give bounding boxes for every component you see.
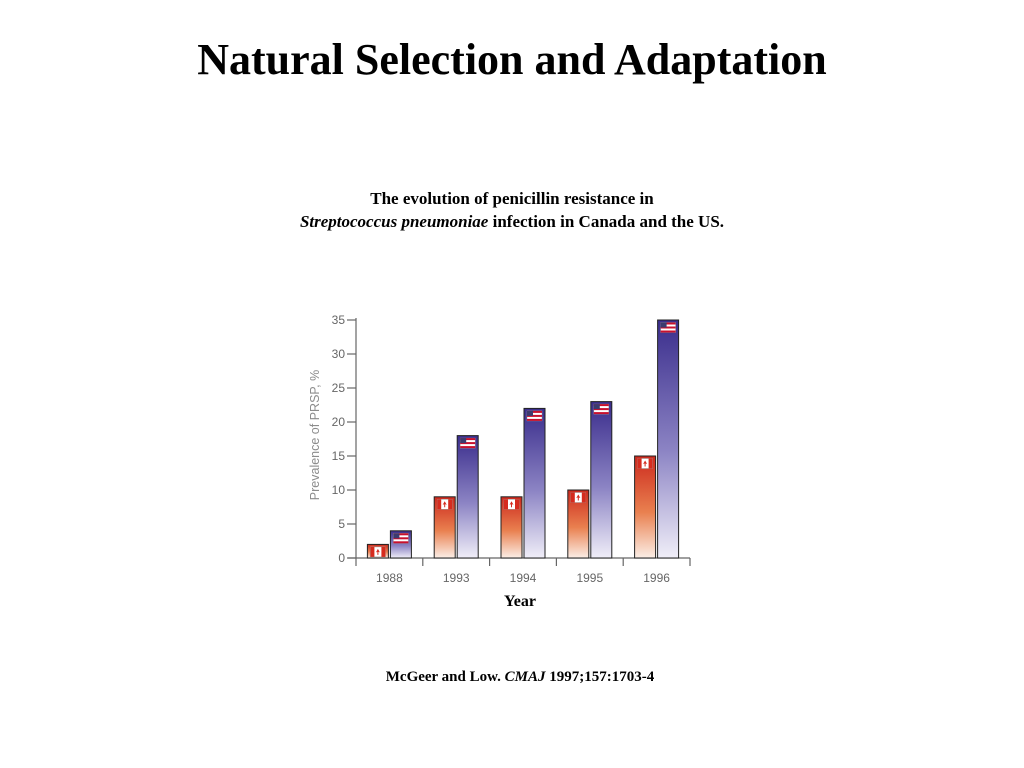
maple-leaf-icon	[643, 460, 648, 467]
us-flag-canton	[460, 438, 467, 444]
y-tick-label: 0	[338, 551, 345, 565]
x-tick-label: 1988	[376, 571, 403, 585]
canada-flag-band-left	[370, 546, 375, 557]
bar-canada	[567, 489, 590, 559]
species-name: Streptococcus pneumoniae	[299, 212, 489, 231]
us-flag-canton	[393, 533, 400, 539]
y-tick-label: 5	[338, 517, 345, 531]
maple-leaf-icon	[442, 501, 447, 508]
y-tick-label: 35	[332, 313, 346, 327]
us-flag-stripe	[460, 438, 476, 441]
us-flag-stripe	[593, 404, 609, 407]
canada-flag-band-right	[648, 458, 653, 469]
us-flag-stripe	[527, 414, 542, 417]
bar-chart: Prevalence of PRSP, % 0 5 10 15 20 25 30 35 1988…	[290, 300, 710, 600]
y-tick-label: 10	[332, 483, 346, 497]
us-flag-stripe	[593, 412, 609, 415]
maple-leaf-icon	[509, 501, 514, 508]
bar-us	[590, 401, 613, 559]
canada-flag-band-right	[581, 492, 586, 503]
canada-flag-band-left	[570, 492, 575, 503]
canada-flag-band-right	[381, 546, 386, 557]
canada-flag-band-left	[637, 458, 642, 469]
y-axis-label: Prevalence of PRSP, %	[308, 370, 322, 500]
us-flag-stripe	[527, 418, 542, 421]
us-flag-stripe	[527, 410, 542, 413]
x-tick-label: 1996	[643, 571, 670, 585]
x-tick-label: 1993	[443, 571, 470, 585]
y-tick-label: 25	[332, 381, 346, 395]
canada-flag-band-right	[448, 499, 453, 510]
canada-flag-band-left	[504, 499, 508, 510]
y-tick-label: 15	[332, 449, 346, 463]
y-tick-label: 30	[332, 347, 346, 361]
us-flag-canton	[593, 404, 600, 410]
us-flag-stripe	[460, 442, 476, 445]
bar-us	[657, 319, 680, 559]
y-tick-label: 20	[332, 415, 346, 429]
bar-us	[523, 407, 546, 559]
slide-title: Natural Selection and Adaptation	[197, 35, 827, 84]
citation-journal: CMAJ	[504, 669, 546, 685]
caption-rest: infection in Canada and the US.	[488, 212, 725, 231]
x-tick-label: 1994	[510, 571, 537, 585]
us-flag-stripe	[460, 446, 476, 449]
chart-caption-line2: Streptococcus pneumoniae infection in Ca…	[0, 211, 1024, 233]
canada-flag-band-left	[437, 499, 442, 510]
bar-canada	[500, 496, 523, 559]
us-flag-stripe	[660, 330, 676, 333]
bar-canada	[634, 455, 657, 559]
us-flag-canton	[660, 322, 667, 328]
us-flag-stripe	[393, 537, 409, 540]
us-flag-stripe	[593, 408, 609, 411]
us-flag-canton	[527, 410, 533, 416]
maple-leaf-icon	[576, 494, 581, 501]
citation-authors: McGeer and Low.	[385, 669, 505, 685]
bar-canada	[433, 496, 456, 559]
us-flag-stripe	[660, 322, 676, 325]
us-flag-stripe	[393, 533, 409, 536]
chart-svg: Prevalence of PRSP, % 0 5 10 15 20 25 30 35 1988…	[308, 313, 691, 585]
x-axis-label: Year	[504, 593, 536, 610]
us-flag-stripe	[393, 541, 409, 544]
x-tick-label: 1995	[576, 571, 603, 585]
maple-leaf-icon	[375, 548, 380, 555]
bar-us	[456, 435, 479, 559]
citation: McGeer and Low. CMAJ 1997;157:1703-4	[0, 667, 1024, 687]
canada-flag-band-right	[515, 499, 519, 510]
chart-caption-line1: The evolution of penicillin resistance i…	[370, 189, 654, 208]
us-flag-stripe	[660, 326, 676, 329]
citation-ref: 1997;157:1703-4	[545, 669, 655, 685]
